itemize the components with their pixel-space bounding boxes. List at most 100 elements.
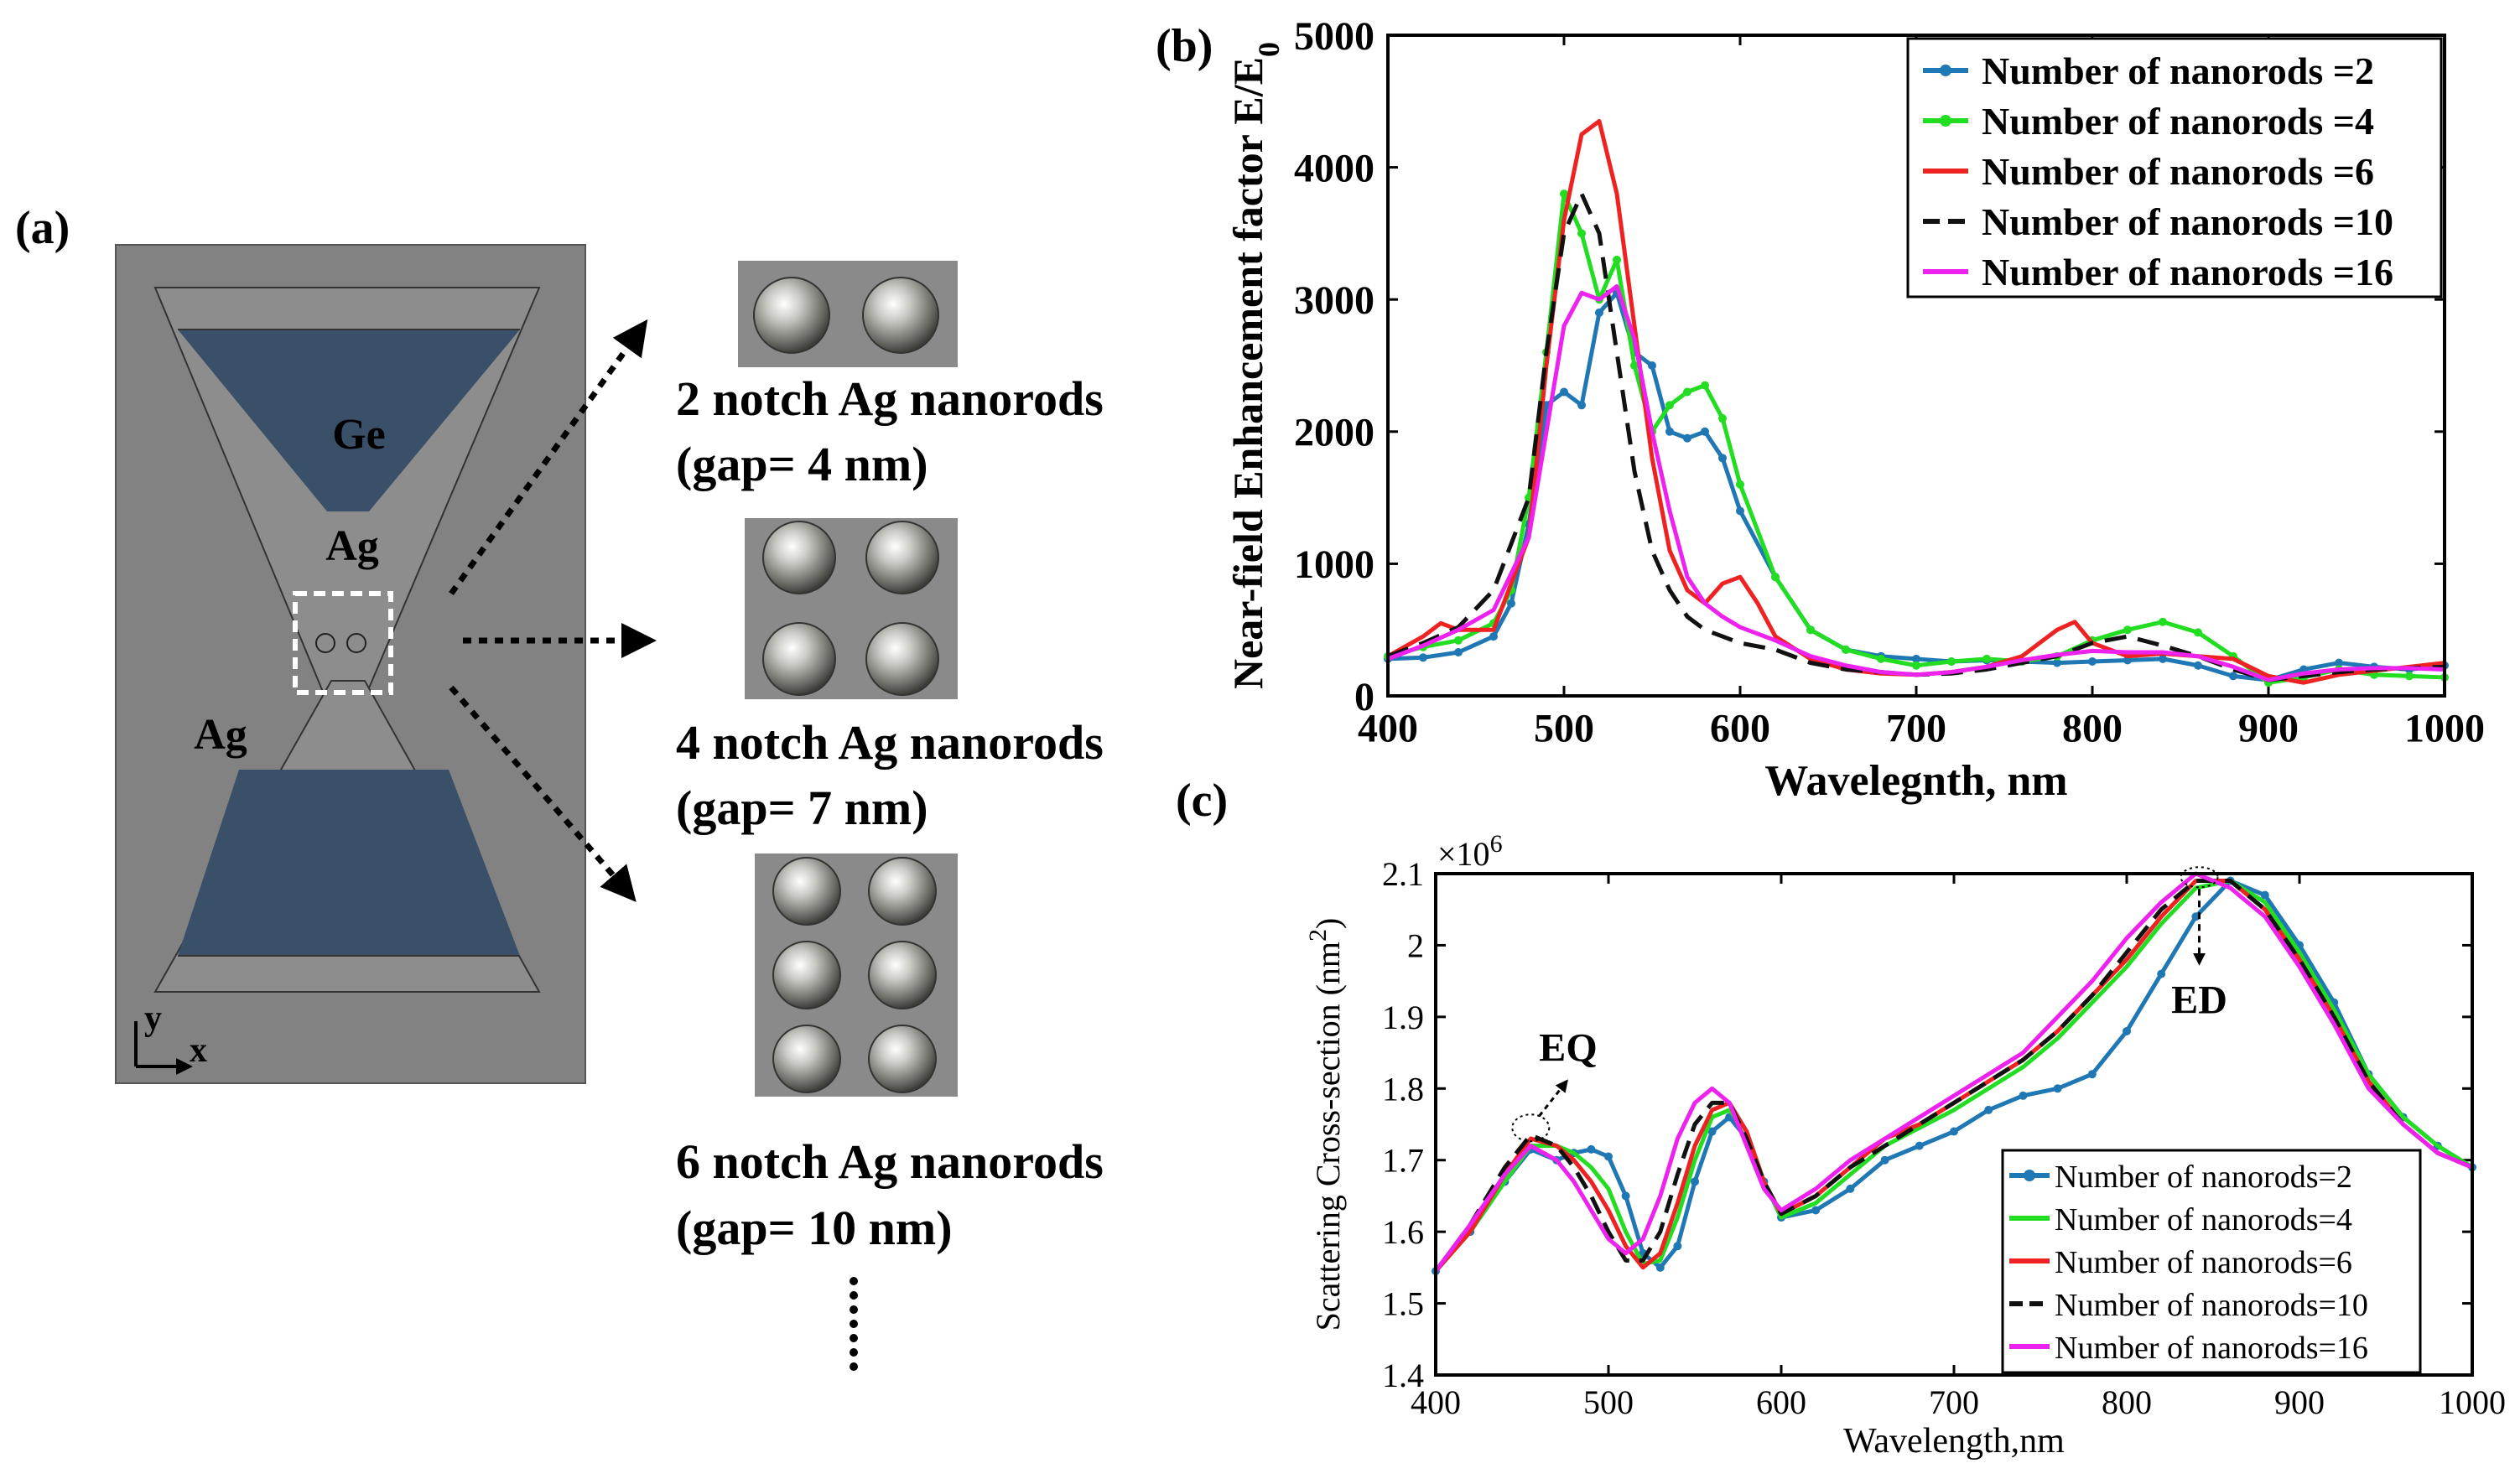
- b-series-point-0: [1736, 506, 1744, 516]
- b-xtick-label: 1000: [2404, 706, 2485, 750]
- chart-c-multiplier-base: ×10: [1437, 835, 1490, 873]
- c-series-point-0: [1811, 1206, 1821, 1215]
- c-xtick-label: 400: [1411, 1383, 1461, 1421]
- gap-highlight-box: [293, 591, 393, 695]
- chart-c-xlabel: Wavelength,nm: [1843, 1422, 2065, 1461]
- eq-arrow: [1538, 1079, 1568, 1118]
- nanorod-box-2: [738, 261, 958, 367]
- b-ytick-label: 1000: [1294, 542, 1374, 587]
- b-series-point-1: [1630, 361, 1639, 370]
- nanorod-right: [346, 633, 366, 653]
- b-xtick-label: 700: [1886, 706, 1946, 750]
- arrow-to-2-notch: [449, 319, 648, 596]
- c-legend-marker: [2024, 1170, 2035, 1181]
- c-series-point-0: [2260, 890, 2269, 900]
- chart-c-multiplier-exp: 6: [1490, 830, 1503, 858]
- c-xtick-label: 900: [2274, 1383, 2325, 1421]
- b-series-point-1: [1842, 645, 1850, 654]
- c-series-point-0: [2157, 969, 2166, 978]
- b-ytick-label: 5000: [1294, 14, 1374, 59]
- b-series-point-1: [1771, 573, 1780, 582]
- c-series-point-0: [2019, 1091, 2028, 1100]
- c-xtick-label: 600: [1756, 1383, 1806, 1421]
- c-legend-label: Number of nanorods=4: [2055, 1202, 2352, 1238]
- c-series-point-0: [2191, 912, 2201, 921]
- b-series-point-0: [1560, 387, 1568, 397]
- b-series-point-1: [1560, 189, 1568, 199]
- b-xtick-label: 800: [2062, 706, 2123, 750]
- c-ytick-label: 1.7: [1382, 1142, 1424, 1180]
- b-legend-label: Number of nanorods =16: [1982, 251, 2393, 293]
- b-series-point-0: [1489, 632, 1498, 641]
- ge-top-region: [178, 329, 520, 511]
- chart-c-ylabel-sup: 2: [1304, 929, 1332, 942]
- axis-x-label: x: [190, 1031, 207, 1070]
- b-series-point-0: [1419, 653, 1427, 662]
- chart-c-ylabel-main: Scattering Cross-section (nm: [1309, 942, 1347, 1331]
- chart-b-xlabel: Wavelegnth, nm: [1764, 757, 2067, 805]
- b-legend-label: Number of nanorods =2: [1982, 49, 2374, 92]
- ed-marker: [2180, 866, 2219, 889]
- group-6-title: 6 notch Ag nanorods: [676, 1134, 1104, 1189]
- panel-c-label: (c): [1176, 775, 1228, 827]
- b-ytick-label: 2000: [1294, 411, 1374, 455]
- panel-a: (a) Ge Ag Ag y x: [15, 202, 1104, 1371]
- chart-c-ylabel-end: ): [1309, 918, 1347, 929]
- b-series-point-0: [2229, 672, 2237, 681]
- c-ytick-label: 1.4: [1382, 1357, 1424, 1394]
- c-series-point-0: [1984, 1105, 1993, 1114]
- chart-c-multiplier: ×106: [1437, 830, 1503, 874]
- b-xtick-label: 500: [1534, 706, 1594, 750]
- b-series-point-1: [2405, 672, 2414, 681]
- b-ytick-label: 0: [1354, 675, 1374, 719]
- c-series-point-0: [1604, 1152, 1613, 1161]
- chart-b-ylabel-sub: 0: [1252, 42, 1286, 57]
- c-series-point-0: [1950, 1127, 1958, 1136]
- b-ytick-label: 4000: [1294, 146, 1374, 190]
- nanorod-left: [315, 633, 335, 653]
- b-series-point-0: [1701, 427, 1709, 436]
- b-series-point-0: [1718, 454, 1727, 463]
- c-legend-label: Number of nanorods=10: [2055, 1288, 2368, 1323]
- group-4-gap: (gap= 7 nm): [676, 781, 928, 835]
- c-series-point-0: [1691, 1177, 1699, 1186]
- ed-label: ED: [2171, 978, 2227, 1022]
- b-legend-marker: [1940, 65, 1951, 76]
- chart-c-ylabel: Scattering Cross-section (nm2): [1304, 918, 1348, 1331]
- b-series-point-0: [1665, 427, 1674, 436]
- b-series-point-1: [1665, 401, 1674, 410]
- b-legend-label: Number of nanorods =10: [1982, 200, 2393, 243]
- b-series-point-1: [1454, 636, 1463, 645]
- chart-c-annotations: EQ ED: [1511, 866, 2227, 1143]
- b-series-point-1: [1701, 381, 1709, 390]
- c-series-point-0: [2087, 1070, 2097, 1079]
- chart-b-frame: [1386, 34, 2446, 698]
- c-legend-box: [2001, 1149, 2422, 1374]
- c-legend-label: Number of nanorods=6: [2055, 1245, 2352, 1280]
- b-series-point-1: [2159, 617, 2167, 626]
- b-series-point-1: [1982, 654, 1991, 663]
- axis-indicator: y x: [134, 999, 207, 1075]
- ge-bottom-region: [178, 770, 520, 956]
- b-ytick-label: 3000: [1294, 278, 1374, 323]
- c-ytick-label: 1.6: [1382, 1213, 1424, 1251]
- arrow-to-6-notch: [449, 685, 637, 902]
- b-series-line-4: [1387, 283, 2445, 682]
- b-series-point-1: [1947, 657, 1956, 667]
- b-series-point-1: [1912, 661, 1920, 670]
- b-xtick-label: 400: [1358, 706, 1418, 750]
- chart-b-ylabel-main: Near-field Enhancement factor E/E: [1224, 57, 1271, 689]
- c-legend-label: Number of nanorods=2: [2055, 1160, 2352, 1195]
- chart-b-legend: Number of nanorods =2 Number of nanorods …: [1906, 37, 2443, 298]
- b-series-point-1: [1683, 387, 1691, 397]
- b-legend-box: [1906, 37, 2443, 298]
- c-ytick-label: 2: [1407, 926, 1424, 964]
- b-series-point-1: [1613, 255, 1621, 264]
- eq-label: EQ: [1539, 1025, 1597, 1070]
- c-series-point-0: [1846, 1184, 1855, 1193]
- c-series-line-3: [1433, 879, 2473, 1273]
- c-series-point-0: [1880, 1155, 1889, 1165]
- b-legend-label: Number of nanorods =6: [1982, 150, 2374, 193]
- b-series-point-0: [1507, 599, 1515, 608]
- b-series-point-0: [2159, 654, 2167, 663]
